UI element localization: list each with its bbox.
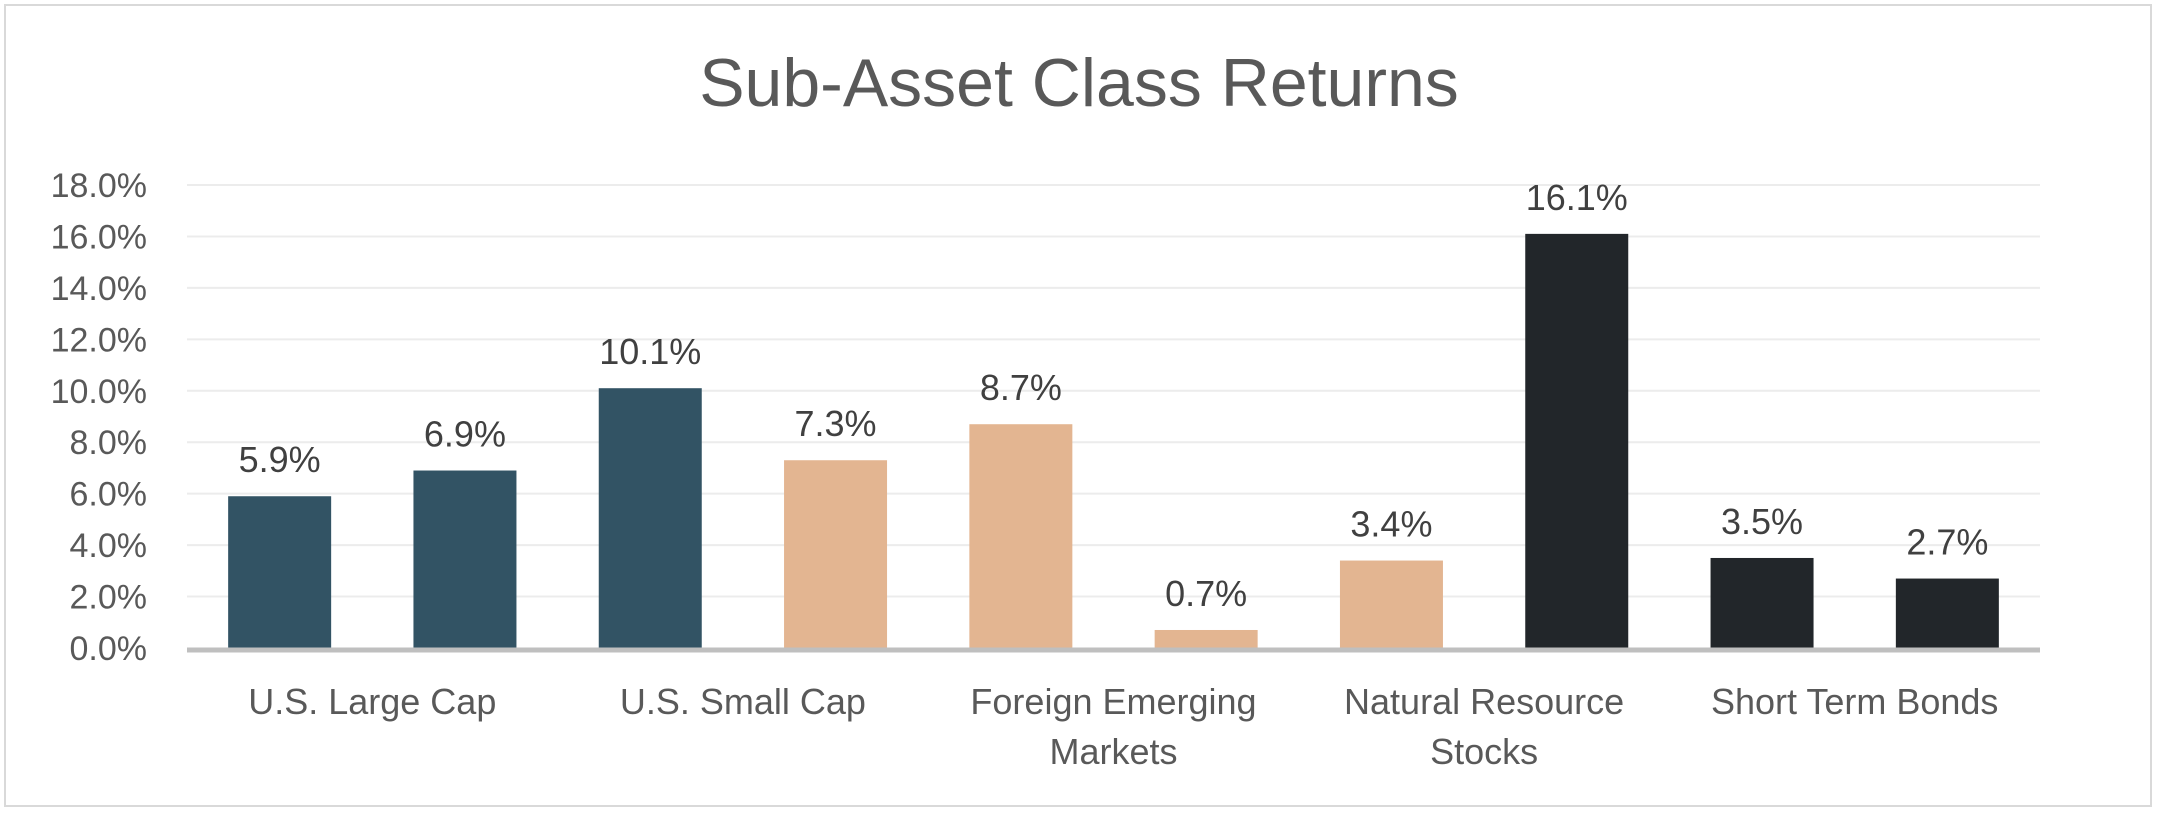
x-tick-label: Short Term Bonds — [1711, 681, 1998, 722]
bar — [784, 460, 888, 648]
bar — [1710, 557, 1814, 648]
y-tick-label: 0.0% — [70, 630, 148, 668]
x-tick-label: Markets — [1049, 731, 1177, 772]
data-label: 3.4% — [1350, 504, 1432, 545]
y-axis-ticks: 0.0% 2.0% 4.0% 6.0% 8.0% 10.0% 12.0% 14.0% 16.0%… — [51, 167, 147, 668]
x-tick-label: U.S. Large Cap — [248, 681, 496, 722]
data-label: 0.7% — [1165, 573, 1247, 614]
bar — [1339, 560, 1443, 648]
x-tick-label: Natural Resource — [1344, 681, 1624, 722]
bars — [228, 233, 1999, 648]
bar — [228, 496, 332, 648]
data-labels: 5.9% 6.9% 10.1% 7.3% 8.7% 0.7% 3.4% 16.1% 3.5% 2.… — [239, 177, 1989, 614]
data-label: 16.1% — [1526, 177, 1628, 218]
data-label: 10.1% — [599, 331, 701, 372]
y-tick-label: 10.0% — [51, 373, 147, 411]
data-label: 8.7% — [980, 367, 1062, 408]
bar — [1895, 578, 1999, 648]
y-tick-label: 16.0% — [51, 218, 147, 256]
bar — [413, 470, 517, 648]
x-tick-label: U.S. Small Cap — [620, 681, 866, 722]
x-tick-label: Stocks — [1430, 731, 1538, 772]
y-tick-label: 18.0% — [51, 167, 147, 205]
data-label: 6.9% — [424, 414, 506, 455]
data-label: 2.7% — [1906, 522, 1988, 563]
chart-title: Sub-Asset Class Returns — [699, 45, 1459, 121]
bar — [1154, 629, 1258, 648]
y-tick-label: 2.0% — [70, 579, 148, 617]
y-tick-label: 12.0% — [51, 321, 147, 359]
bar — [1525, 233, 1629, 648]
bar — [598, 388, 702, 648]
data-label: 7.3% — [795, 403, 877, 444]
data-label: 5.9% — [239, 439, 321, 480]
y-tick-label: 8.0% — [70, 424, 148, 462]
y-tick-label: 4.0% — [70, 527, 148, 565]
data-label: 3.5% — [1721, 501, 1803, 542]
y-tick-label: 14.0% — [51, 270, 147, 308]
bar — [969, 424, 1073, 648]
x-tick-label: Foreign Emerging — [970, 681, 1256, 722]
x-axis-labels: U.S. Large Cap U.S. Small Cap Foreign Emer… — [248, 681, 1998, 772]
chart-frame — [4, 4, 2152, 807]
y-tick-label: 6.0% — [70, 476, 148, 514]
